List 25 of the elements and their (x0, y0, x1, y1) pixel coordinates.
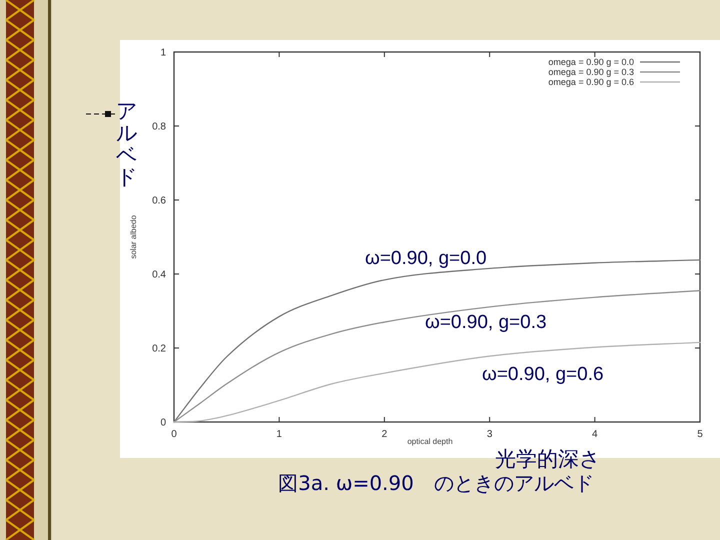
x-tick-label: 1 (276, 429, 282, 440)
x-tick-label: 3 (486, 429, 493, 440)
y-tick-label: 0 (160, 418, 166, 428)
y-tick-label: 0.2 (152, 344, 166, 354)
y-tick-label: 0.4 (152, 270, 166, 280)
x-tick-label: 5 (697, 429, 704, 440)
y-tick-label: 0.8 (152, 122, 166, 132)
y-tick-label: 0.6 (152, 196, 166, 206)
y-tick-label: 1 (160, 48, 166, 58)
x-tick-label: 4 (592, 429, 598, 440)
caption: 図3a. ω=0.90 のときのアルベド (278, 471, 594, 495)
line-series (173, 342, 701, 423)
x-tick-label: 0 (171, 429, 178, 440)
legend-label: omega = 0.90 g = 0.6 (548, 77, 634, 87)
annotation: ω=0.90, g=0.6 (482, 364, 604, 385)
legend-label: omega = 0.90 g = 0.3 (548, 67, 634, 77)
x-axis-title: optical depth (407, 437, 453, 446)
text: 光学的深さ (495, 447, 601, 471)
x-tick-label: 2 (382, 429, 388, 440)
line-series (173, 290, 701, 423)
annotation: ω=0.90, g=0.3 (425, 312, 547, 333)
y-axis-title: solar albedo (129, 214, 138, 259)
annotation: ω=0.90, g=0.0 (365, 248, 487, 269)
legend-label: omega = 0.90 g = 0.0 (548, 57, 634, 67)
text: アルベド (116, 99, 138, 189)
